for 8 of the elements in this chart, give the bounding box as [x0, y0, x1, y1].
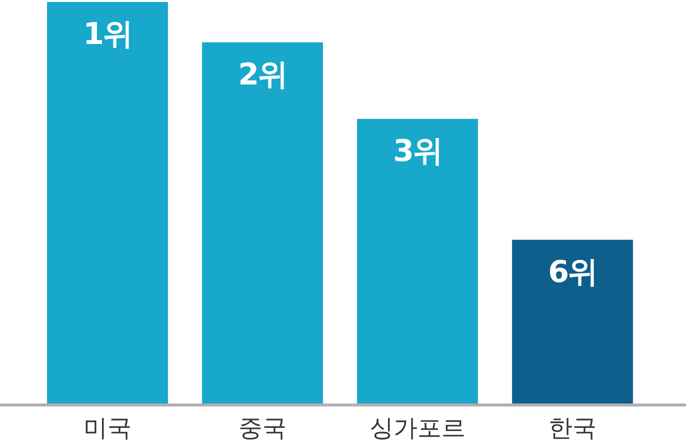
x-tick-label: 한국 [548, 414, 596, 440]
annotation: 2위 [238, 57, 287, 92]
x-tick-label: 미국 [84, 414, 132, 440]
x-tick-label: 중국 [238, 414, 286, 440]
annotation: 1위 [83, 17, 132, 52]
annotation: 6위 [548, 254, 597, 290]
x-tick-label: 싱가포르 [370, 414, 466, 440]
annotation: 3위 [393, 134, 442, 169]
